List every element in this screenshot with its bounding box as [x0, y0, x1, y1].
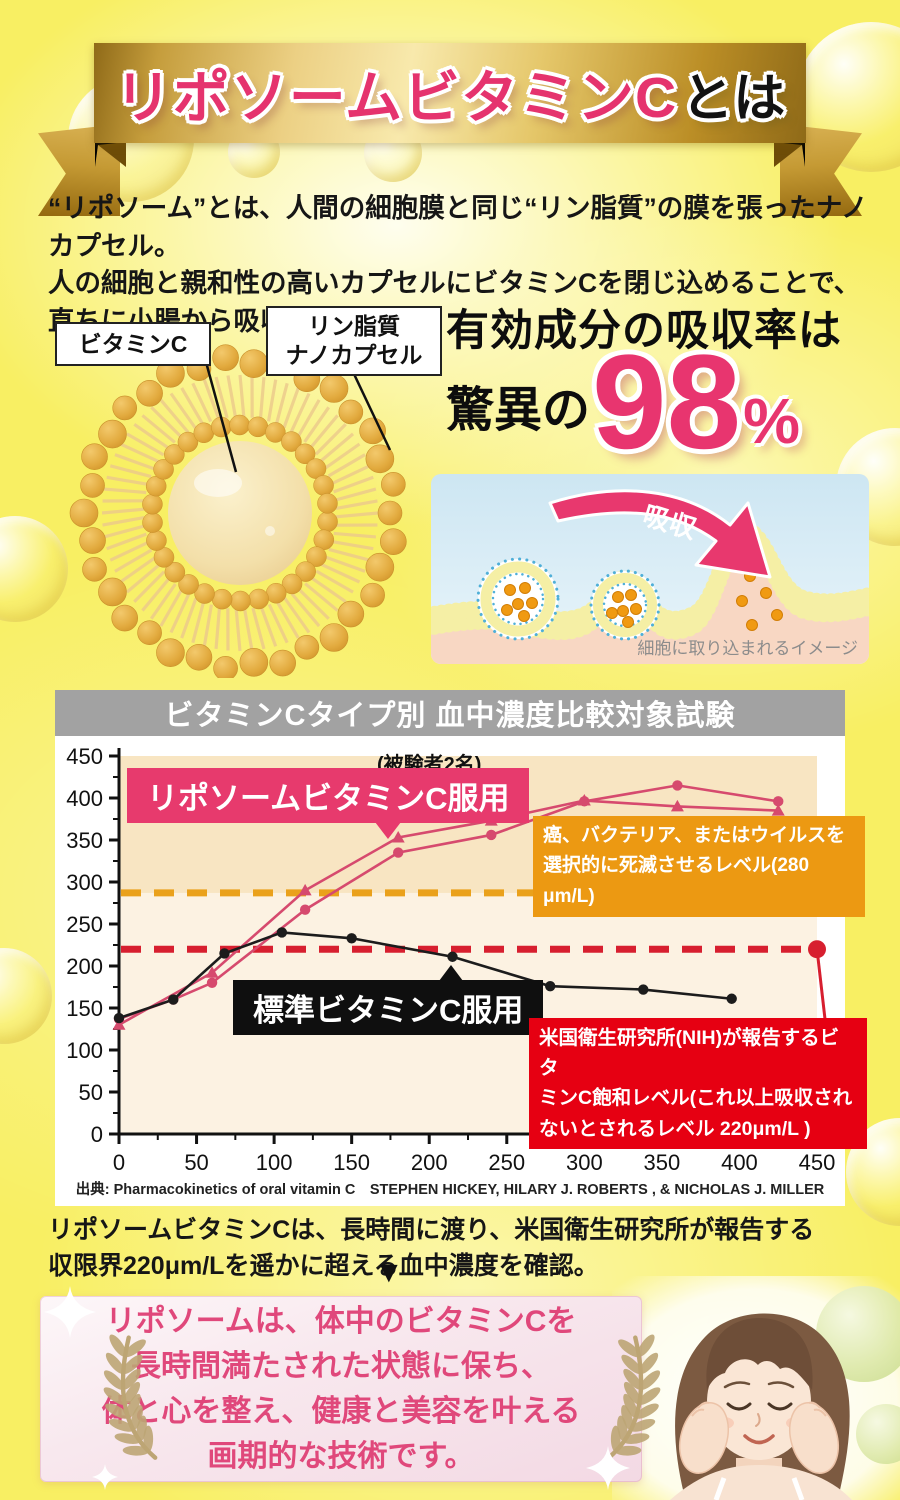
liposome-illustration — [69, 344, 407, 678]
vitamin-c-label-text: ビタミンC — [78, 330, 188, 357]
absorption-unit: % — [743, 384, 800, 457]
intro-line-1: “リポソーム”とは、人間の細胞膜と同じ“リン脂質”の膜を張ったナノカプセル。 — [48, 190, 868, 265]
absorption-headline: 有効成分の吸収率は — [446, 307, 842, 355]
svg-text:200: 200 — [411, 1150, 448, 1175]
chart-title-bar: ビタミンCタイプ別 血中濃度比較対象試験 — [55, 690, 845, 736]
summary-text: リポソームビタミンCは、長時間に渡り、米国衛生研究所が報告する 収限界220μm… — [48, 1212, 814, 1285]
orange-note-line1: 癌、バクテリア、またはウイルスを — [543, 825, 846, 846]
sparkle-icon — [92, 1464, 118, 1490]
bangs — [706, 1318, 813, 1390]
ribbon-fold-right — [774, 142, 805, 167]
orange-threshold-note: 癌、バクテリア、またはウイルスを 選択的に死滅させるレベル(280 μm/L) — [533, 816, 865, 918]
standard-series-label: 標準ビタミンC服用 — [233, 965, 544, 1035]
green-bubble — [856, 1404, 900, 1464]
svg-text:0: 0 — [91, 1122, 103, 1147]
page-title-suffix: とは — [681, 69, 786, 128]
conclusion-line-4: 画期的な技術です。 — [207, 1440, 475, 1473]
intro-line1-text: “リポソーム”とは、人間の細胞膜と同じ“リン脂質”の膜を張った — [48, 193, 816, 223]
cell-absorption-illustration: 吸収 細胞に取り込まれるイメージ — [431, 474, 869, 664]
svg-text:100: 100 — [66, 1038, 103, 1063]
red-note-line2: ミンC飽和レベル(これ以上吸収され — [539, 1087, 853, 1110]
svg-text:150: 150 — [333, 1150, 370, 1175]
red-note-line3: ないとされるレベル 220μm/L ) — [539, 1117, 811, 1140]
woman-photo — [612, 1276, 900, 1500]
absorption-figure: 驚異の 98 % — [446, 328, 800, 477]
sparkle-icon — [586, 1446, 630, 1490]
chart-title: ビタミンCタイプ別 血中濃度比較対象試験 — [164, 700, 736, 732]
laurel-wreath-left — [103, 1334, 158, 1460]
phospholipid-label-line2: ナノカプセル — [285, 342, 423, 368]
nose — [755, 1413, 761, 1427]
svg-text:300: 300 — [566, 1150, 603, 1175]
conclusion-box: リポソームは、体中のビタミンCを 長時間満たされた状態に保ち、 体と心を整え、健… — [40, 1296, 661, 1482]
chart-panel: 0 50 100 150 200 250 300 350 400 450 0 50 100 150 200 2… — [55, 736, 867, 1206]
down-arrow: ▼ — [374, 1256, 404, 1289]
svg-text:250: 250 — [488, 1150, 525, 1175]
title-banner: リポソームビタミンC とは — [38, 38, 860, 216]
chart-source: 出典: Pharmacokinetics of oral vitamin C S… — [75, 1182, 825, 1198]
svg-text:350: 350 — [644, 1150, 681, 1175]
svg-text:50: 50 — [79, 1080, 103, 1105]
red-note-line1: 米国衛生研究所(NIH)が報告するビタ — [539, 1027, 840, 1080]
conclusion-line-2: 長時間満たされた状態に保ち、 — [131, 1350, 551, 1383]
intro-line1-bold: ナノカプセル。 — [48, 193, 868, 261]
phospholipid-label-line1: リン脂質 — [308, 313, 400, 340]
bubble-decoration — [0, 948, 52, 1044]
svg-text:200: 200 — [66, 954, 103, 979]
vitamin-c-label: ビタミンC — [55, 322, 211, 366]
orange-note-line2: 選択的に死滅させるレベル(280 μm/L) — [543, 855, 810, 907]
liposome-series-label: リポソームビタミンC服用 — [127, 768, 530, 839]
sparkle-icon — [44, 1286, 96, 1338]
absorption-value: 98 — [592, 328, 742, 477]
smile — [743, 1434, 775, 1445]
svg-text:150: 150 — [66, 996, 103, 1021]
camisole-straps — [713, 1477, 805, 1500]
svg-text:100: 100 — [256, 1150, 293, 1175]
cell-caption: 細胞に取り込まれるイメージ — [637, 639, 858, 658]
conclusion-line-1: リポソームは、体中のビタミンCを — [105, 1305, 577, 1338]
liposome-capsule-free — [476, 557, 560, 641]
nih-threshold-note: 米国衛生研究所(NIH)が報告するビタ ミンC飽和レベル(これ以上吸収され ない… — [529, 1018, 867, 1149]
svg-text:400: 400 — [721, 1150, 758, 1175]
ribbon-bar: リポソームビタミンC とは — [94, 43, 806, 143]
svg-text:450: 450 — [799, 1150, 836, 1175]
laurel-wreath-right — [606, 1334, 661, 1460]
svg-text:400: 400 — [66, 786, 103, 811]
face — [707, 1344, 811, 1460]
shoulders — [670, 1465, 852, 1500]
svg-text:300: 300 — [66, 870, 103, 895]
svg-text:250: 250 — [66, 912, 103, 937]
summary-line-2: 収限界220μm/Lを遥かに超える血中濃度を確認。 — [48, 1252, 599, 1281]
liposome-capsule-merging — [589, 569, 661, 641]
page-title: リポソームビタミンC — [114, 66, 678, 130]
conclusion-line-3: 体と心を整え、健康と美容を叶える — [101, 1395, 581, 1428]
svg-text:0: 0 — [113, 1150, 125, 1175]
absorption-prefix: 驚異の — [446, 383, 591, 437]
svg-text:350: 350 — [66, 828, 103, 853]
summary-line-1: リポソームビタミンCは、長時間に渡り、米国衛生研究所が報告する — [48, 1216, 815, 1244]
ribbon-fold-left — [95, 142, 126, 167]
svg-text:450: 450 — [66, 744, 103, 769]
svg-text:50: 50 — [184, 1150, 208, 1175]
eyebrows — [723, 1381, 795, 1389]
intro-line-2: 人の細胞と親和性の高いカプセルにビタミンCを閉じ込めることで、 — [48, 268, 861, 299]
closed-eyes — [726, 1402, 793, 1411]
phospholipid-label: リン脂質 ナノカプセル — [266, 306, 442, 376]
hands — [679, 1401, 839, 1474]
